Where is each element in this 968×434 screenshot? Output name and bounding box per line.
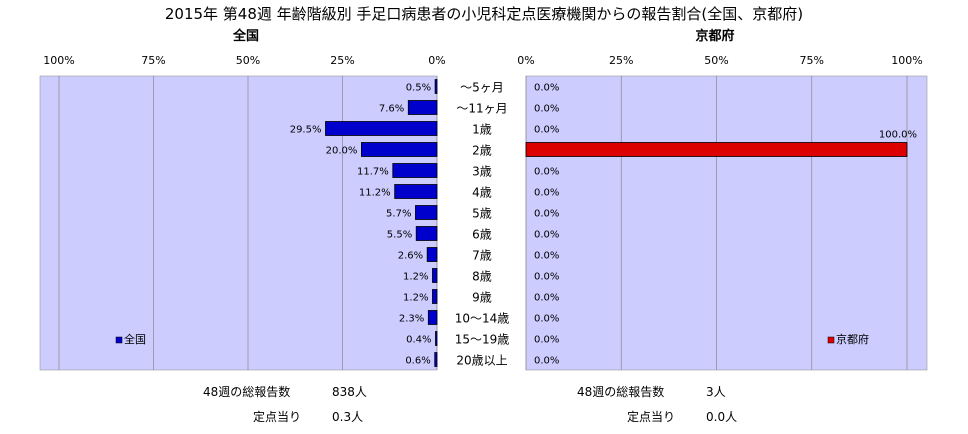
national-data-label: 1.2%	[403, 272, 428, 283]
kyoto-data-label: 100.0%	[879, 130, 917, 141]
national-data-label: 29.5%	[290, 125, 322, 136]
category-label: 4歳	[472, 186, 492, 200]
national-total-value: 838人	[332, 385, 367, 399]
category-label: ～11ヶ月	[456, 102, 507, 116]
category-label: 8歳	[472, 270, 492, 284]
national-data-label: 5.5%	[387, 230, 412, 241]
national-data-label: 1.2%	[403, 293, 428, 304]
kyoto-bar	[525, 142, 908, 157]
national-bar	[360, 142, 438, 157]
category-label: 9歳	[472, 291, 492, 305]
category-labels: ～5ヶ月 ～11ヶ月 1歳 2歳 3歳 4歳 5歳 6歳 7歳 8歳 9歳 10～14歳 15～19歳 2…	[455, 81, 510, 368]
kyoto-panel: 0% 25% 50% 75% 100% 0.0% 0.0% 0.0% 100.0% 0.0% 0.0…	[517, 54, 928, 371]
kyoto-total-value: 3人	[706, 385, 726, 399]
kyoto-tick-label: 50%	[704, 54, 728, 67]
national-data-label: 11.2%	[359, 188, 391, 199]
national-tick-label: 0%	[428, 54, 445, 67]
national-subtitle: 全国	[232, 28, 259, 44]
national-panel: 0% 25% 50% 75% 100% 0.5%7.6% 29.5% 20.0% 11.7% 11…	[39, 54, 446, 371]
national-data-label: 0.4%	[406, 335, 431, 346]
national-bar	[407, 100, 438, 115]
kyoto-data-label: 0.0%	[534, 188, 559, 199]
category-label: 6歳	[472, 228, 492, 242]
national-bar	[415, 226, 438, 241]
national-data-label: 5.7%	[386, 209, 411, 220]
kyoto-data-label: 0.0%	[534, 314, 559, 325]
national-legend-swatch	[115, 336, 123, 344]
category-label: 1歳	[472, 123, 492, 137]
national-bar	[427, 310, 438, 325]
kyoto-tick-label: 100%	[891, 54, 922, 67]
national-data-label: 7.6%	[379, 104, 404, 115]
kyoto-tick-label: 75%	[800, 54, 824, 67]
kyoto-data-label: 0.0%	[534, 209, 559, 220]
national-data-label: 0.6%	[405, 356, 430, 367]
kyoto-plot-area	[525, 75, 928, 371]
category-label: 15～19歳	[455, 333, 510, 347]
category-label: 7歳	[472, 249, 492, 263]
national-tick-label: 75%	[141, 54, 165, 67]
national-data-label: 20.0%	[326, 146, 358, 157]
national-data-label: 2.6%	[398, 251, 423, 262]
kyoto-per-value: 0.0人	[706, 410, 738, 424]
national-bar	[392, 163, 438, 178]
kyoto-data-label: 0.0%	[534, 167, 559, 178]
category-label: 10～14歳	[455, 312, 510, 326]
national-tick-label: 100%	[43, 54, 74, 67]
national-bar	[434, 352, 438, 367]
kyoto-data-label: 0.0%	[534, 251, 559, 262]
category-label: 3歳	[472, 165, 492, 179]
national-bar	[394, 184, 438, 199]
kyoto-data-label: 0.0%	[534, 272, 559, 283]
kyoto-data-label: 0.0%	[534, 293, 559, 304]
national-per-value: 0.3人	[332, 410, 364, 424]
national-bar	[325, 121, 438, 136]
category-label: ～5ヶ月	[460, 81, 504, 95]
national-tick-label: 25%	[330, 54, 354, 67]
kyoto-subtitle: 京都府	[695, 28, 734, 44]
national-legend-label: 全国	[124, 332, 146, 346]
kyoto-legend-label: 京都府	[836, 332, 869, 346]
kyoto-data-label: 0.0%	[534, 356, 559, 367]
national-data-label: 2.3%	[399, 314, 424, 325]
kyoto-total-label: 48週の総報告数	[577, 385, 665, 399]
national-data-label: 11.7%	[357, 167, 389, 178]
kyoto-data-label: 0.0%	[534, 83, 559, 94]
national-bar	[415, 205, 438, 220]
kyoto-per-label: 定点当り	[627, 410, 676, 424]
national-bar	[435, 331, 438, 346]
national-plot-area	[39, 75, 438, 371]
national-bar	[426, 247, 438, 262]
national-total-label: 48週の総報告数	[203, 385, 291, 399]
national-data-label: 0.5%	[406, 83, 431, 94]
kyoto-tick-label: 0%	[517, 54, 534, 67]
national-tick-label: 50%	[236, 54, 260, 67]
kyoto-data-label: 0.0%	[534, 104, 559, 115]
kyoto-data-label: 0.0%	[534, 335, 559, 346]
category-label: 5歳	[472, 207, 492, 221]
category-label: 20歳以上	[456, 354, 507, 368]
national-bar	[434, 79, 438, 94]
kyoto-data-label: 0.0%	[534, 230, 559, 241]
kyoto-data-label: 0.0%	[534, 125, 559, 136]
kyoto-legend-swatch	[827, 336, 835, 344]
national-bar	[432, 268, 438, 283]
national-bar	[432, 289, 438, 304]
kyoto-tick-label: 25%	[609, 54, 633, 67]
chart-title: 2015年 第48週 年齢階級別 手足口病患者の小児科定点医療機関からの報告割合…	[165, 5, 803, 23]
national-per-label: 定点当り	[253, 410, 302, 424]
category-label: 2歳	[472, 144, 492, 158]
